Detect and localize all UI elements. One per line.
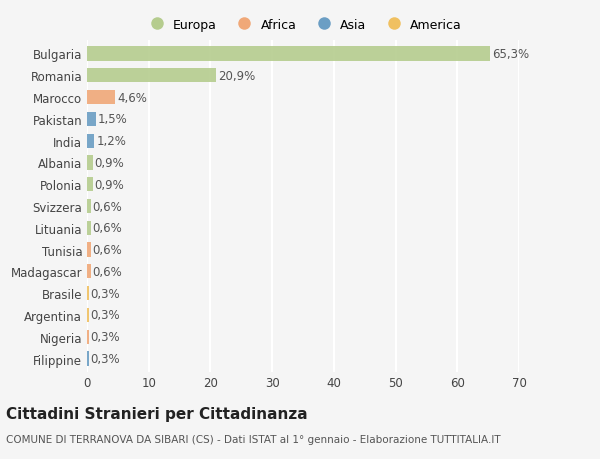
- Bar: [87, 112, 96, 127]
- Bar: [87, 286, 89, 301]
- Bar: [87, 156, 92, 170]
- Bar: [87, 265, 91, 279]
- Bar: [87, 352, 89, 366]
- Text: 1,2%: 1,2%: [96, 135, 126, 148]
- Text: 0,6%: 0,6%: [92, 265, 122, 278]
- Text: 0,9%: 0,9%: [94, 157, 124, 169]
- Text: 0,3%: 0,3%: [91, 352, 121, 365]
- Text: 20,9%: 20,9%: [218, 70, 255, 83]
- Text: 0,9%: 0,9%: [94, 179, 124, 191]
- Bar: [87, 308, 89, 322]
- Text: 4,6%: 4,6%: [117, 91, 147, 104]
- Text: COMUNE DI TERRANOVA DA SIBARI (CS) - Dati ISTAT al 1° gennaio - Elaborazione TUT: COMUNE DI TERRANOVA DA SIBARI (CS) - Dat…: [6, 434, 500, 444]
- Text: 0,3%: 0,3%: [91, 309, 121, 322]
- Text: Cittadini Stranieri per Cittadinanza: Cittadini Stranieri per Cittadinanza: [6, 406, 308, 421]
- Bar: [87, 243, 91, 257]
- Text: 0,3%: 0,3%: [91, 330, 121, 343]
- Text: 1,5%: 1,5%: [98, 113, 128, 126]
- Bar: [87, 69, 216, 83]
- Text: 0,6%: 0,6%: [92, 222, 122, 235]
- Text: 0,3%: 0,3%: [91, 287, 121, 300]
- Bar: [87, 330, 89, 344]
- Bar: [87, 200, 91, 213]
- Text: 0,6%: 0,6%: [92, 244, 122, 257]
- Text: 0,6%: 0,6%: [92, 200, 122, 213]
- Bar: [87, 134, 94, 148]
- Text: 65,3%: 65,3%: [492, 48, 529, 61]
- Bar: [87, 47, 490, 62]
- Bar: [87, 178, 92, 192]
- Bar: [87, 221, 91, 235]
- Bar: [87, 91, 115, 105]
- Legend: Europa, Africa, Asia, America: Europa, Africa, Asia, America: [144, 19, 462, 32]
